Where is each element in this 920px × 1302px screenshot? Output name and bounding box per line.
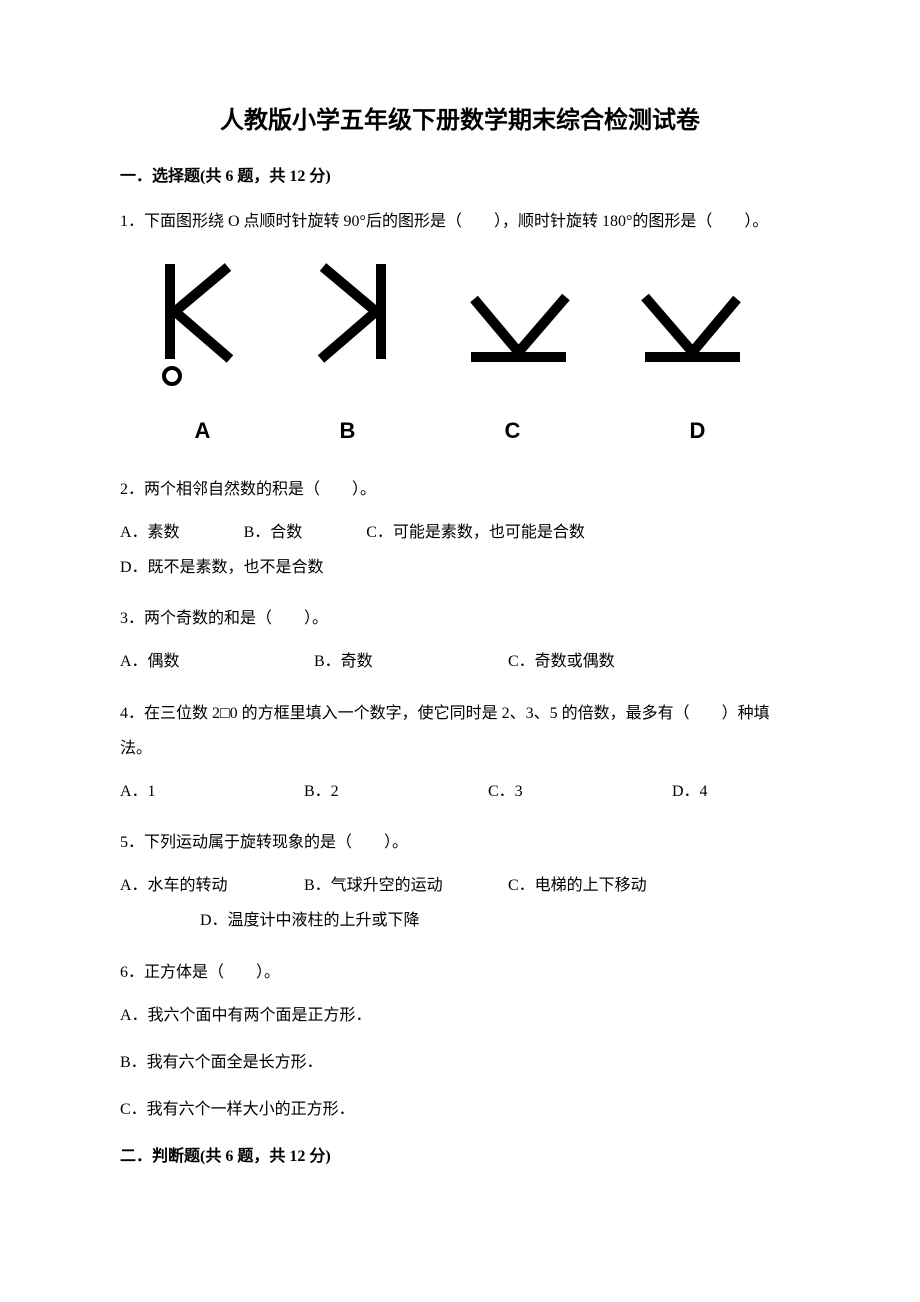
question-5: 5．下列运动属于旋转现象的是（ ）。 A．水车的转动 B．气球升空的运动 C．电… <box>120 825 800 939</box>
q2-opt-a: A．素数 <box>120 515 180 550</box>
q1-text: 1．下面图形绕 O 点顺时针旋转 90°后的图形是（ ），顺时针旋转 180°的… <box>120 204 800 239</box>
section-1-header: 一．选择题(共 6 题，共 12 分) <box>120 163 800 192</box>
q3-text: 3．两个奇数的和是（ ）。 <box>120 601 800 636</box>
q5-opt-c: C．电梯的上下移动 <box>508 868 647 903</box>
question-2: 2．两个相邻自然数的积是（ ）。 A．素数 B．合数 C．可能是素数，也可能是合… <box>120 472 800 586</box>
q5-opt-a: A．水车的转动 <box>120 868 300 903</box>
q6-opt-b: B．我有六个面全是长方形． <box>120 1045 800 1080</box>
section-2-header: 二．判断题(共 6 题，共 12 分) <box>120 1143 800 1172</box>
question-1: 1．下面图形绕 O 点顺时针旋转 90°后的图形是（ ），顺时针旋转 180°的… <box>120 204 800 456</box>
question-4: 4．在三位数 2□0 的方框里填入一个数字，使它同时是 2、3、5 的倍数，最多… <box>120 696 800 810</box>
q4-opt-d: D．4 <box>672 774 708 809</box>
q5-text: 5．下列运动属于旋转现象的是（ ）。 <box>120 825 800 860</box>
k-shape-d <box>633 279 763 389</box>
q3-opt-c: C．奇数或偶数 <box>508 644 615 679</box>
q6-opt-c: C．我有六个一样大小的正方形． <box>120 1092 800 1127</box>
q4-opt-c: C．3 <box>488 774 628 809</box>
page-title: 人教版小学五年级下册数学期末综合检测试卷 <box>120 100 800 143</box>
figure-b: B <box>303 259 393 455</box>
q2-text: 2．两个相邻自然数的积是（ ）。 <box>120 472 800 507</box>
k-shape-c <box>448 279 578 389</box>
figure-c: C <box>448 279 578 455</box>
question-3: 3．两个奇数的和是（ ）。 A．偶数 B．奇数 C．奇数或偶数 <box>120 601 800 679</box>
q4-options: A．1 B．2 C．3 D．4 <box>120 774 800 809</box>
label-b: B <box>340 407 356 455</box>
q4-opt-b: B．2 <box>304 774 444 809</box>
question-6: 6．正方体是（ ）。 A．我六个面中有两个面是正方形． B．我有六个面全是长方形… <box>120 955 800 1128</box>
q5-options: A．水车的转动 B．气球升空的运动 C．电梯的上下移动 D．温度计中液柱的上升或… <box>120 868 800 938</box>
q4-text: 4．在三位数 2□0 的方框里填入一个数字，使它同时是 2、3、5 的倍数，最多… <box>120 696 800 766</box>
q4-opt-a: A．1 <box>120 774 260 809</box>
figure-d: D <box>633 279 763 455</box>
q3-opt-a: A．偶数 <box>120 644 270 679</box>
q3-options: A．偶数 B．奇数 C．奇数或偶数 <box>120 644 800 679</box>
q2-opt-d: D．既不是素数，也不是合数 <box>120 550 324 585</box>
q3-opt-b: B．奇数 <box>314 644 464 679</box>
q2-options: A．素数 B．合数 C．可能是素数，也可能是合数 D．既不是素数，也不是合数 <box>120 515 800 585</box>
q1-figures: A B C <box>120 259 800 455</box>
q2-opt-c: C．可能是素数，也可能是合数 <box>366 515 585 550</box>
q2-opt-b: B．合数 <box>244 515 303 550</box>
q5-opt-b: B．气球升空的运动 <box>304 868 504 903</box>
k-shape-b <box>303 259 393 389</box>
label-c: C <box>505 407 521 455</box>
figure-a: A <box>158 259 248 455</box>
k-shape-a <box>158 259 248 389</box>
q6-text: 6．正方体是（ ）。 <box>120 955 800 990</box>
label-d: D <box>690 407 706 455</box>
label-a: A <box>195 407 211 455</box>
q5-opt-d: D．温度计中液柱的上升或下降 <box>200 903 420 938</box>
q6-opt-a: A．我六个面中有两个面是正方形． <box>120 998 800 1033</box>
